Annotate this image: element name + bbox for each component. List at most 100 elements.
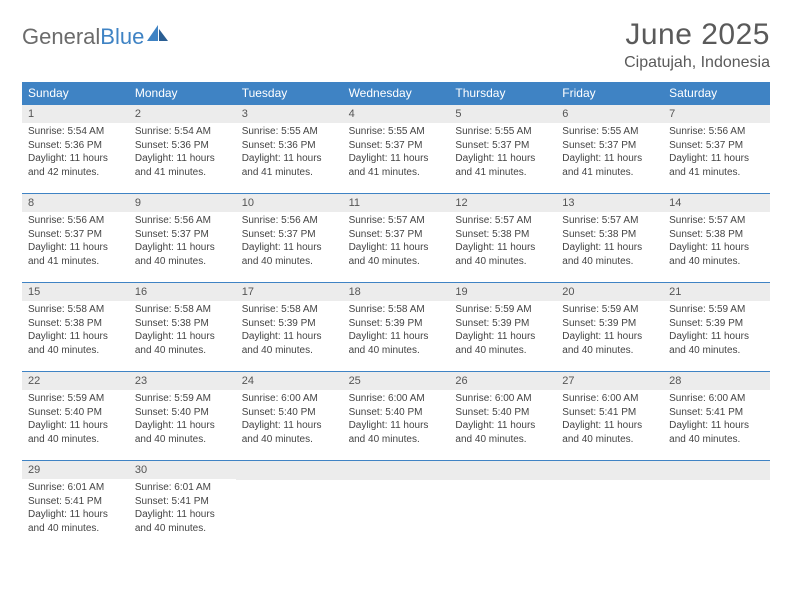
day-number: 4 [343, 105, 450, 123]
day-details: Sunrise: 5:59 AMSunset: 5:39 PMDaylight:… [556, 301, 663, 361]
day-cell: 27Sunrise: 6:00 AMSunset: 5:41 PMDayligh… [556, 372, 663, 460]
day-number: 12 [449, 194, 556, 212]
day-cell: 12Sunrise: 5:57 AMSunset: 5:38 PMDayligh… [449, 194, 556, 282]
day-number: 25 [343, 372, 450, 390]
day-number: 23 [129, 372, 236, 390]
day-details: Sunrise: 5:59 AMSunset: 5:40 PMDaylight:… [129, 390, 236, 450]
day-details: Sunrise: 5:59 AMSunset: 5:39 PMDaylight:… [449, 301, 556, 361]
logo: GeneralBlue [22, 18, 170, 50]
weekday-tuesday: Tuesday [236, 82, 343, 105]
logo-text-blue: Blue [100, 24, 144, 50]
day-number: 26 [449, 372, 556, 390]
day-details: Sunrise: 6:00 AMSunset: 5:41 PMDaylight:… [556, 390, 663, 450]
day-cell: 22Sunrise: 5:59 AMSunset: 5:40 PMDayligh… [22, 372, 129, 460]
day-cell: 10Sunrise: 5:56 AMSunset: 5:37 PMDayligh… [236, 194, 343, 282]
day-details: Sunrise: 6:01 AMSunset: 5:41 PMDaylight:… [22, 479, 129, 539]
day-details: Sunrise: 5:55 AMSunset: 5:37 PMDaylight:… [343, 123, 450, 183]
day-cell: 13Sunrise: 5:57 AMSunset: 5:38 PMDayligh… [556, 194, 663, 282]
day-cell: 21Sunrise: 5:59 AMSunset: 5:39 PMDayligh… [663, 283, 770, 371]
day-number: 3 [236, 105, 343, 123]
day-cell: 6Sunrise: 5:55 AMSunset: 5:37 PMDaylight… [556, 105, 663, 193]
day-number: 29 [22, 461, 129, 479]
day-cell: 16Sunrise: 5:58 AMSunset: 5:38 PMDayligh… [129, 283, 236, 371]
day-cell: 1Sunrise: 5:54 AMSunset: 5:36 PMDaylight… [22, 105, 129, 193]
day-details: Sunrise: 5:55 AMSunset: 5:37 PMDaylight:… [449, 123, 556, 183]
day-number: 17 [236, 283, 343, 301]
day-number: 27 [556, 372, 663, 390]
day-cell: 28Sunrise: 6:00 AMSunset: 5:41 PMDayligh… [663, 372, 770, 460]
weekday-wednesday: Wednesday [343, 82, 450, 105]
day-details: Sunrise: 5:57 AMSunset: 5:38 PMDaylight:… [556, 212, 663, 272]
day-number: 13 [556, 194, 663, 212]
empty-day [449, 461, 556, 480]
day-details: Sunrise: 5:54 AMSunset: 5:36 PMDaylight:… [22, 123, 129, 183]
day-details: Sunrise: 5:59 AMSunset: 5:39 PMDaylight:… [663, 301, 770, 361]
day-details: Sunrise: 6:00 AMSunset: 5:40 PMDaylight:… [343, 390, 450, 450]
day-number: 2 [129, 105, 236, 123]
day-number: 18 [343, 283, 450, 301]
day-cell: 18Sunrise: 5:58 AMSunset: 5:39 PMDayligh… [343, 283, 450, 371]
day-details: Sunrise: 5:58 AMSunset: 5:39 PMDaylight:… [236, 301, 343, 361]
day-cell: 20Sunrise: 5:59 AMSunset: 5:39 PMDayligh… [556, 283, 663, 371]
weekday-header-row: SundayMondayTuesdayWednesdayThursdayFrid… [22, 82, 770, 105]
day-number: 14 [663, 194, 770, 212]
day-cell: 17Sunrise: 5:58 AMSunset: 5:39 PMDayligh… [236, 283, 343, 371]
page-subtitle: Cipatujah, Indonesia [624, 54, 770, 72]
day-number: 1 [22, 105, 129, 123]
day-cell: 30Sunrise: 6:01 AMSunset: 5:41 PMDayligh… [129, 461, 236, 549]
day-cell: 9Sunrise: 5:56 AMSunset: 5:37 PMDaylight… [129, 194, 236, 282]
day-details: Sunrise: 5:57 AMSunset: 5:37 PMDaylight:… [343, 212, 450, 272]
day-number: 28 [663, 372, 770, 390]
day-details: Sunrise: 5:56 AMSunset: 5:37 PMDaylight:… [236, 212, 343, 272]
weekday-monday: Monday [129, 82, 236, 105]
weekday-friday: Friday [556, 82, 663, 105]
day-details: Sunrise: 5:55 AMSunset: 5:37 PMDaylight:… [556, 123, 663, 183]
day-details: Sunrise: 5:57 AMSunset: 5:38 PMDaylight:… [449, 212, 556, 272]
day-cell: 15Sunrise: 5:58 AMSunset: 5:38 PMDayligh… [22, 283, 129, 371]
day-details: Sunrise: 5:58 AMSunset: 5:38 PMDaylight:… [22, 301, 129, 361]
week-row: 8Sunrise: 5:56 AMSunset: 5:37 PMDaylight… [22, 193, 770, 282]
day-cell [236, 461, 343, 549]
day-details: Sunrise: 6:00 AMSunset: 5:41 PMDaylight:… [663, 390, 770, 450]
day-cell [449, 461, 556, 549]
day-details: Sunrise: 5:56 AMSunset: 5:37 PMDaylight:… [22, 212, 129, 272]
day-cell [343, 461, 450, 549]
day-details: Sunrise: 6:01 AMSunset: 5:41 PMDaylight:… [129, 479, 236, 539]
empty-day [236, 461, 343, 480]
day-details: Sunrise: 5:57 AMSunset: 5:38 PMDaylight:… [663, 212, 770, 272]
day-number: 30 [129, 461, 236, 479]
day-number: 24 [236, 372, 343, 390]
day-cell [663, 461, 770, 549]
day-cell: 11Sunrise: 5:57 AMSunset: 5:37 PMDayligh… [343, 194, 450, 282]
week-row: 1Sunrise: 5:54 AMSunset: 5:36 PMDaylight… [22, 105, 770, 193]
title-block: June 2025 Cipatujah, Indonesia [624, 18, 770, 72]
weekday-thursday: Thursday [449, 82, 556, 105]
empty-day [556, 461, 663, 480]
day-details: Sunrise: 6:00 AMSunset: 5:40 PMDaylight:… [236, 390, 343, 450]
day-cell: 23Sunrise: 5:59 AMSunset: 5:40 PMDayligh… [129, 372, 236, 460]
day-number: 5 [449, 105, 556, 123]
page-title: June 2025 [624, 18, 770, 52]
day-cell: 4Sunrise: 5:55 AMSunset: 5:37 PMDaylight… [343, 105, 450, 193]
day-number: 21 [663, 283, 770, 301]
day-cell: 26Sunrise: 6:00 AMSunset: 5:40 PMDayligh… [449, 372, 556, 460]
weekday-saturday: Saturday [663, 82, 770, 105]
day-details: Sunrise: 5:58 AMSunset: 5:38 PMDaylight:… [129, 301, 236, 361]
day-details: Sunrise: 5:59 AMSunset: 5:40 PMDaylight:… [22, 390, 129, 450]
day-details: Sunrise: 5:54 AMSunset: 5:36 PMDaylight:… [129, 123, 236, 183]
day-details: Sunrise: 6:00 AMSunset: 5:40 PMDaylight:… [449, 390, 556, 450]
day-number: 7 [663, 105, 770, 123]
day-cell: 5Sunrise: 5:55 AMSunset: 5:37 PMDaylight… [449, 105, 556, 193]
day-details: Sunrise: 5:58 AMSunset: 5:39 PMDaylight:… [343, 301, 450, 361]
empty-day [343, 461, 450, 480]
logo-sail-icon [146, 24, 170, 42]
day-details: Sunrise: 5:56 AMSunset: 5:37 PMDaylight:… [129, 212, 236, 272]
day-number: 11 [343, 194, 450, 212]
day-cell: 7Sunrise: 5:56 AMSunset: 5:37 PMDaylight… [663, 105, 770, 193]
weekday-sunday: Sunday [22, 82, 129, 105]
day-number: 16 [129, 283, 236, 301]
day-number: 20 [556, 283, 663, 301]
day-number: 9 [129, 194, 236, 212]
week-row: 29Sunrise: 6:01 AMSunset: 5:41 PMDayligh… [22, 460, 770, 549]
day-number: 15 [22, 283, 129, 301]
